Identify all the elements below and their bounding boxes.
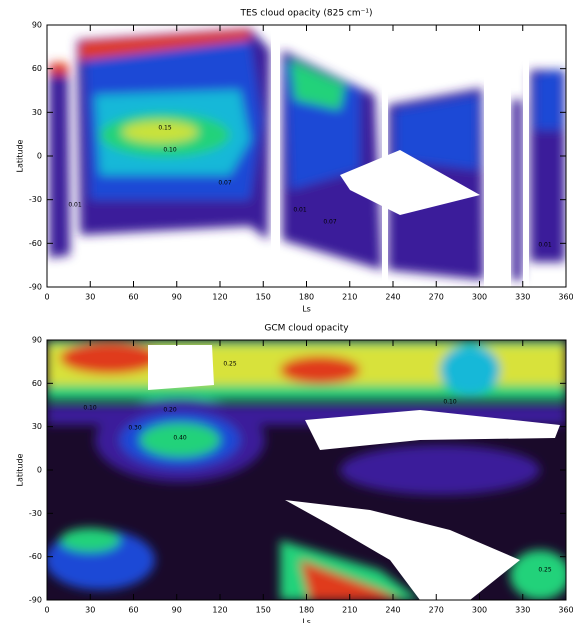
x-tick-label: 210 <box>342 606 357 615</box>
contour-label: 0.25 <box>538 567 552 574</box>
contour-label: 0.30 <box>128 425 142 432</box>
y-tick-label: -90 <box>29 283 42 292</box>
x-tick-label: 60 <box>128 606 138 615</box>
y-tick-label: -30 <box>29 195 42 204</box>
tes-field <box>49 25 565 287</box>
y-tick-label: -60 <box>29 239 42 248</box>
y-tick-label: 30 <box>32 422 42 431</box>
contour-label: 0.01 <box>68 202 82 209</box>
x-tick-label: 30 <box>85 606 95 615</box>
contour-label: 0.07 <box>218 180 232 187</box>
y-tick-label: 90 <box>32 21 42 30</box>
x-tick-label: 240 <box>385 606 400 615</box>
contour-label: 0.20 <box>163 407 177 414</box>
y-tick-label: 0 <box>37 152 42 161</box>
x-tick-label: 300 <box>472 606 487 615</box>
chart-title: TES cloud opacity (825 cm⁻¹) <box>239 9 372 19</box>
x-tick-label: 360 <box>558 293 573 302</box>
x-tick-label: 120 <box>212 293 227 302</box>
x-tick-label: 120 <box>212 606 227 615</box>
x-tick-label: 180 <box>299 606 314 615</box>
x-tick-label: 60 <box>128 293 138 302</box>
contour-label: 0.25 <box>223 361 237 368</box>
x-tick-label: 150 <box>256 606 271 615</box>
x-tick-label: 240 <box>385 293 400 302</box>
gcm-field <box>47 340 566 600</box>
x-tick-label: 30 <box>85 293 95 302</box>
y-tick-label: -60 <box>29 552 42 561</box>
contour-label: 0.01 <box>538 242 552 249</box>
y-tick-label: 30 <box>32 108 42 117</box>
x-tick-label: 300 <box>472 293 487 302</box>
y-axis-label: Latitude <box>16 139 25 172</box>
y-tick-label: 0 <box>37 466 42 475</box>
contour-label: 0.10 <box>443 399 457 406</box>
x-tick-label: 270 <box>429 293 444 302</box>
x-tick-label: 0 <box>44 293 49 302</box>
x-tick-label: 150 <box>256 293 271 302</box>
x-axis-label: Ls <box>302 618 311 623</box>
y-tick-label: 90 <box>32 336 42 345</box>
contour-label: 0.10 <box>163 147 177 154</box>
y-tick-label: 60 <box>32 64 42 73</box>
contour-label: 0.01 <box>293 207 307 214</box>
contour-label: 0.10 <box>83 405 97 412</box>
y-tick-label: -90 <box>29 596 42 605</box>
y-axis-label: Latitude <box>16 453 25 486</box>
x-axis-label: Ls <box>302 305 311 314</box>
x-tick-label: 180 <box>299 293 314 302</box>
contour-label: 0.15 <box>158 125 172 132</box>
contour-label: 0.07 <box>323 219 337 226</box>
x-tick-label: 360 <box>558 606 573 615</box>
chart-title: GCM cloud opacity <box>264 324 349 334</box>
x-tick-label: 330 <box>515 606 530 615</box>
x-tick-label: 90 <box>172 606 182 615</box>
contour-label: 0.40 <box>173 435 187 442</box>
x-tick-label: 0 <box>44 606 49 615</box>
x-tick-label: 330 <box>515 293 530 302</box>
y-tick-label: -30 <box>29 509 42 518</box>
x-tick-label: 90 <box>172 293 182 302</box>
x-tick-label: 210 <box>342 293 357 302</box>
y-tick-label: 60 <box>32 379 42 388</box>
x-tick-label: 270 <box>429 606 444 615</box>
